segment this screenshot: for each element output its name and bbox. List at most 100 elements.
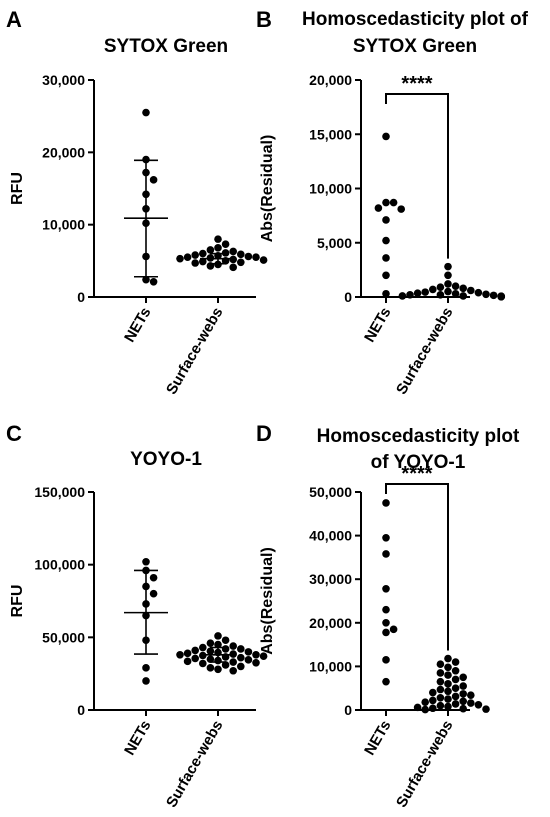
y-tick-label: 0 xyxy=(77,289,85,305)
y-axis-label: Abs(Residual) xyxy=(259,135,276,243)
data-point xyxy=(459,682,468,690)
data-point xyxy=(149,573,158,582)
data-point xyxy=(444,654,452,663)
data-point xyxy=(252,253,260,262)
data-point xyxy=(444,695,452,703)
data-point xyxy=(142,677,150,685)
y-tick-label: 5,000 xyxy=(317,235,352,251)
y-axis-label: Abs(Residual) xyxy=(259,547,276,655)
data-point xyxy=(444,702,452,711)
data-point xyxy=(214,640,222,649)
data-point xyxy=(497,292,506,301)
data-point xyxy=(214,244,222,252)
data-point xyxy=(237,662,245,671)
data-point xyxy=(382,132,390,141)
data-point xyxy=(421,705,430,714)
y-tick-label: 10,000 xyxy=(42,217,85,233)
data-point xyxy=(206,655,215,663)
data-point xyxy=(382,584,390,593)
data-point xyxy=(389,625,398,634)
data-point xyxy=(382,533,390,542)
data-point xyxy=(237,258,245,267)
data-point xyxy=(191,654,199,663)
data-point xyxy=(459,704,468,713)
data-point xyxy=(459,697,468,706)
y-tick-label: 10,000 xyxy=(309,658,352,674)
data-point xyxy=(244,648,253,656)
data-point xyxy=(149,278,158,286)
data-point xyxy=(444,271,452,280)
data-point xyxy=(436,291,445,299)
data-point xyxy=(436,701,445,710)
y-tick-label: 10,000 xyxy=(309,181,352,197)
x-category-label: Surface-webs xyxy=(163,718,226,811)
y-axis-label: RFU xyxy=(9,172,26,205)
data-point xyxy=(467,691,475,699)
data-point xyxy=(221,636,230,645)
significance-label: **** xyxy=(401,463,432,485)
data-point xyxy=(451,666,460,675)
data-point xyxy=(474,288,483,297)
chart-title: YOYO-1 xyxy=(130,449,202,470)
y-tick-label: 15,000 xyxy=(309,126,352,142)
data-point xyxy=(229,642,237,650)
data-point xyxy=(199,659,207,668)
data-point xyxy=(459,690,468,698)
data-point xyxy=(214,632,222,640)
data-point xyxy=(436,669,445,677)
y-tick-label: 150,000 xyxy=(34,484,85,500)
y-tick-label: 50,000 xyxy=(42,629,85,645)
data-point xyxy=(142,557,150,566)
data-point xyxy=(221,645,230,653)
y-tick-label: 20,000 xyxy=(309,72,352,88)
data-point xyxy=(382,656,390,664)
chart-title: Homoscedasticity plot xyxy=(317,426,520,447)
data-point xyxy=(237,250,245,259)
data-point xyxy=(436,685,445,694)
data-point xyxy=(149,589,158,598)
significance-bracket xyxy=(385,93,449,259)
data-point xyxy=(382,628,390,637)
data-point xyxy=(374,204,383,212)
data-point xyxy=(406,291,414,299)
data-point xyxy=(183,253,192,262)
data-point xyxy=(436,660,445,669)
data-point xyxy=(199,643,207,652)
data-point xyxy=(397,205,406,213)
data-point xyxy=(191,251,199,259)
panel-b: B Homoscedasticity plot of SYTOX Green 0 5,0… xyxy=(256,7,529,397)
data-point xyxy=(252,658,260,667)
data-point xyxy=(451,675,460,684)
data-point xyxy=(398,292,407,300)
data-point xyxy=(214,235,222,243)
data-point xyxy=(444,287,452,296)
panel-letter: A xyxy=(6,7,22,32)
data-point xyxy=(206,647,215,655)
data-point xyxy=(489,291,498,300)
data-point xyxy=(413,289,422,298)
data-point xyxy=(382,677,390,686)
data-point xyxy=(382,619,390,627)
x-category-label: Surface-webs xyxy=(163,305,226,398)
data-point xyxy=(382,236,390,245)
data-point xyxy=(429,688,437,697)
data-point xyxy=(237,653,245,662)
data-point xyxy=(429,696,437,705)
data-point xyxy=(436,677,445,686)
data-point xyxy=(451,700,460,708)
data-point xyxy=(389,198,398,207)
data-point xyxy=(444,671,452,679)
data-point xyxy=(244,656,253,664)
x-category-label: Surface-webs xyxy=(393,305,456,398)
data-point xyxy=(206,639,215,647)
data-point xyxy=(474,700,483,709)
data-point xyxy=(176,254,184,263)
data-point xyxy=(259,652,268,661)
x-category-label: NETs xyxy=(361,305,394,346)
data-point xyxy=(214,665,222,674)
y-tick-label: 20,000 xyxy=(309,615,352,631)
data-point xyxy=(459,292,468,300)
y-axis-label: RFU xyxy=(9,585,26,618)
data-point xyxy=(444,663,452,672)
